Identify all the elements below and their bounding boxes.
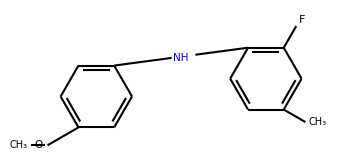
Text: NH: NH [173, 53, 189, 63]
Text: F: F [299, 15, 305, 25]
Text: O: O [34, 140, 43, 150]
Text: CH₃: CH₃ [309, 117, 327, 127]
Text: CH₃: CH₃ [9, 140, 27, 150]
